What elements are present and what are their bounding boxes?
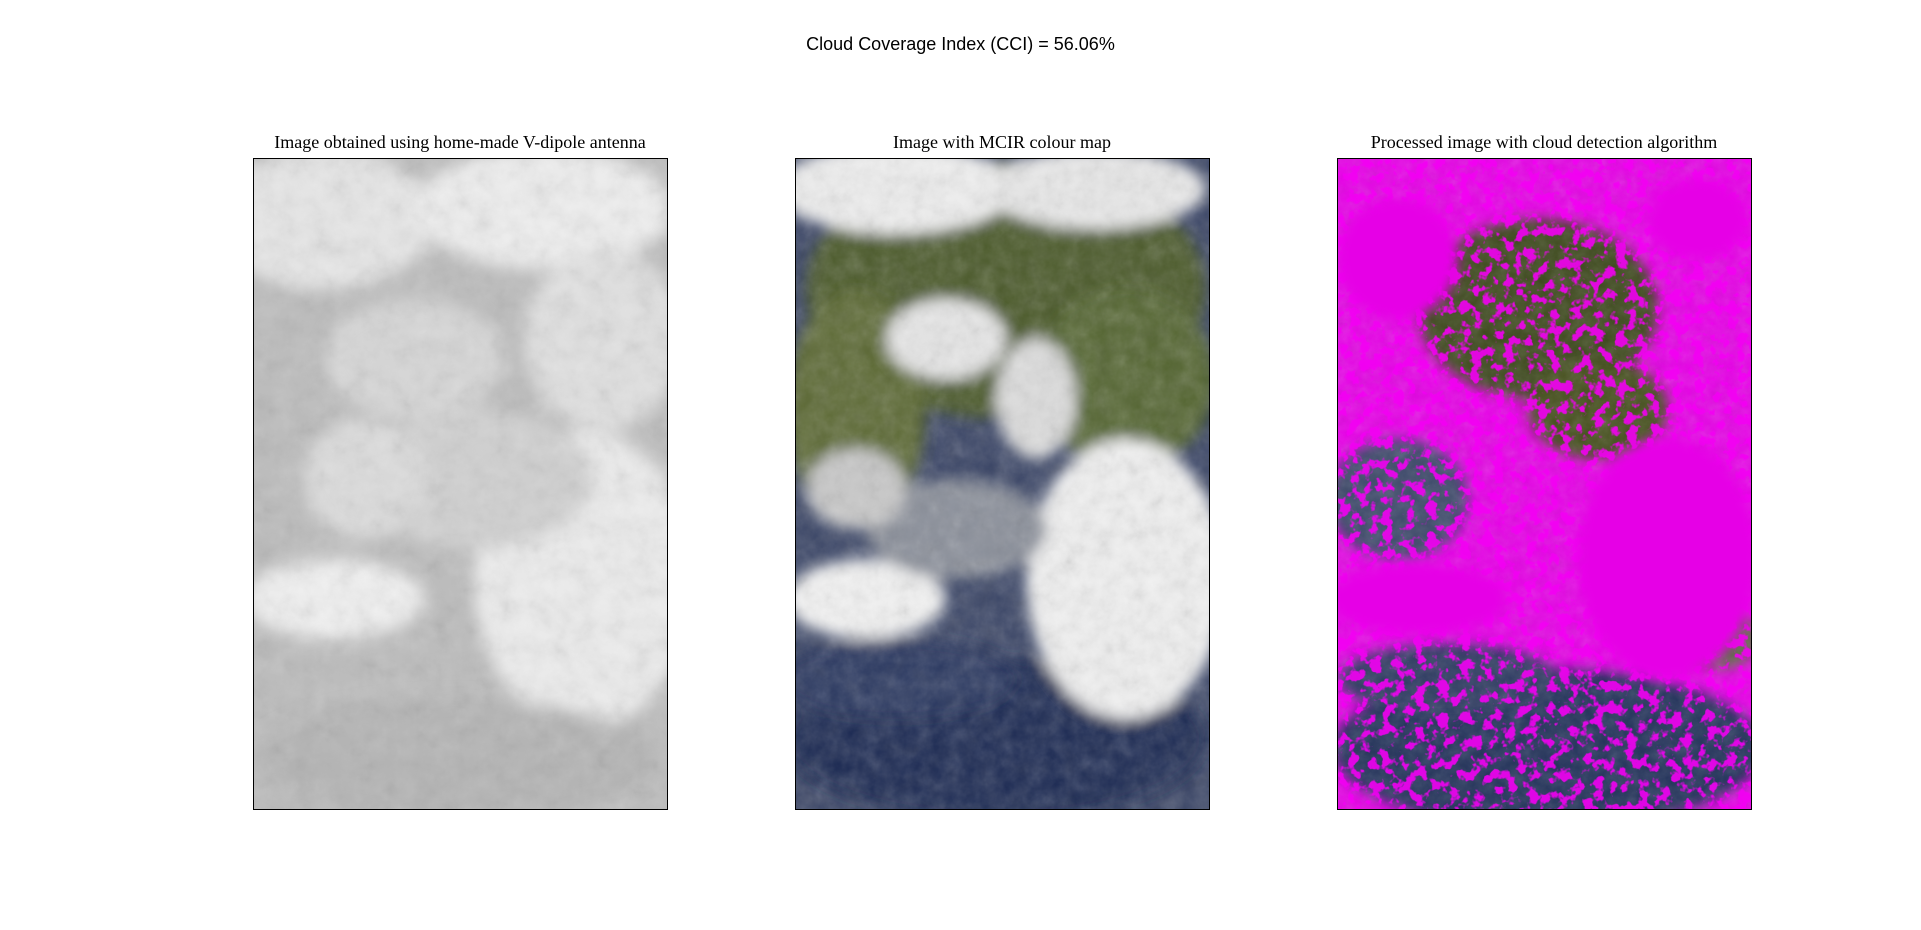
panel-grayscale: Image obtained using home-made V-dipole …: [247, 130, 673, 810]
satellite-image-mcir: [795, 159, 1209, 809]
satellite-image-cloud-mask: [1337, 159, 1751, 809]
image-frame-mcir: [794, 158, 1210, 810]
panel-cloud-mask: Processed image with cloud detection alg…: [1331, 130, 1757, 810]
figure-suptitle: Cloud Coverage Index (CCI) = 56.06%: [806, 34, 1115, 54]
panel-mcir: Image with MCIR colour map: [789, 130, 1215, 810]
panel-cloud-mask-title: Processed image with cloud detection alg…: [1370, 132, 1718, 152]
satellite-image-grayscale: [253, 159, 667, 809]
panel-mcir-title: Image with MCIR colour map: [893, 132, 1111, 152]
image-frame-grayscale: [252, 158, 668, 810]
panel-grayscale-title: Image obtained using home-made V-dipole …: [274, 132, 646, 152]
image-frame-cloud-mask: [1336, 158, 1752, 810]
